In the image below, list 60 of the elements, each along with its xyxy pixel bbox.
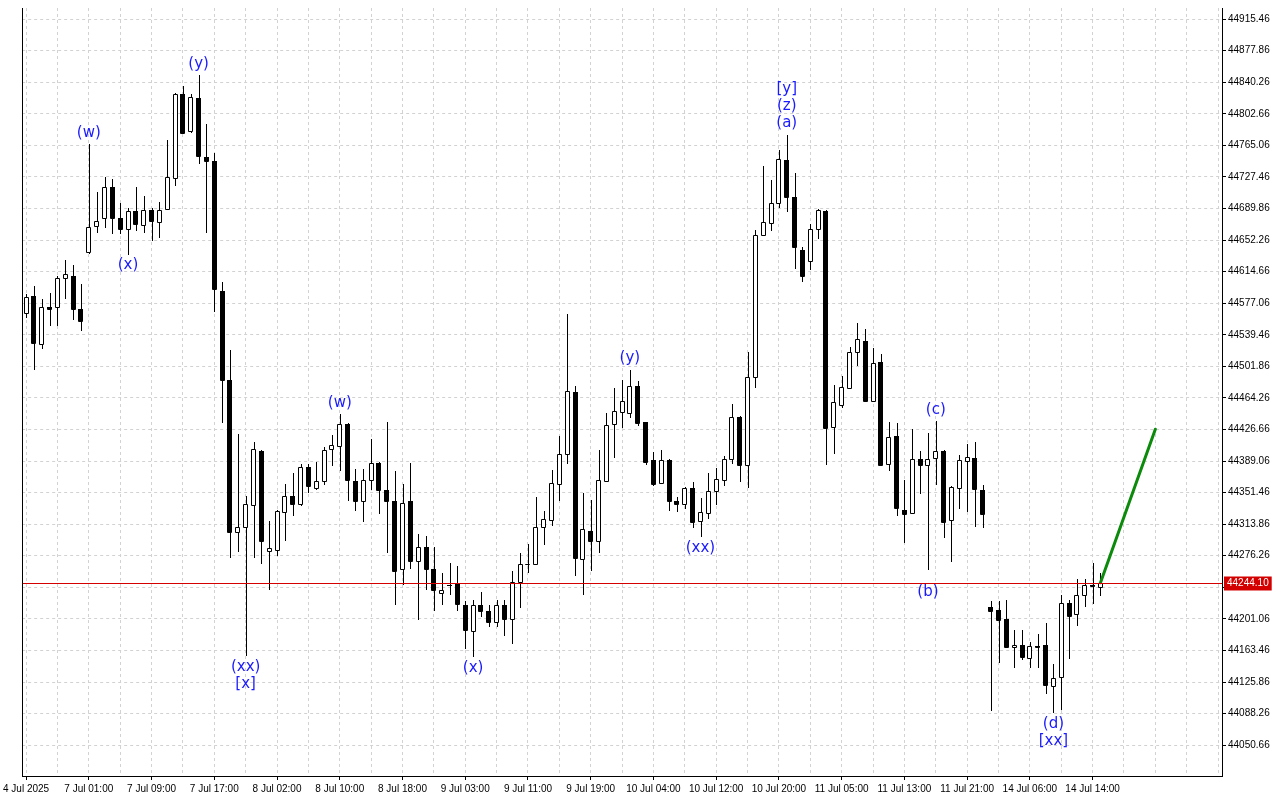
y-tick-label: 44201.06 xyxy=(1228,612,1271,624)
x-tick-label: 7 Jul 01:00 xyxy=(64,782,114,794)
y-tick-label: 44539.46 xyxy=(1228,328,1271,340)
y-tick-label: 44614.66 xyxy=(1228,265,1271,277)
x-tick-label: 10 Jul 20:00 xyxy=(751,782,807,794)
annotation: [xx] xyxy=(1038,730,1069,749)
annotation: [x] xyxy=(235,673,256,692)
y-tick-label: 44426.66 xyxy=(1228,423,1271,435)
x-tick-label: 8 Jul 10:00 xyxy=(315,782,365,794)
y-tick-label: 44501.86 xyxy=(1228,360,1271,372)
ref-line-label: 44244.10 xyxy=(1227,577,1270,589)
x-tick-label: 8 Jul 18:00 xyxy=(378,782,428,794)
candlestick xyxy=(447,562,452,596)
x-tick-label: 9 Jul 03:00 xyxy=(440,782,491,794)
y-tick-label: 44840.26 xyxy=(1228,76,1271,87)
x-tick-label: 4 Jul 2025 xyxy=(3,782,50,794)
x-tick-label: 14 Jul 14:00 xyxy=(1065,782,1121,794)
x-tick-label: 9 Jul 19:00 xyxy=(566,782,616,794)
x-tick-label: 7 Jul 17:00 xyxy=(189,782,240,794)
x-tick-label: 9 Jul 11:00 xyxy=(503,782,553,794)
x-tick-label: 11 Jul 21:00 xyxy=(940,782,995,794)
y-tick-label: 44088.26 xyxy=(1228,707,1271,719)
x-tick-label: 14 Jul 06:00 xyxy=(1002,782,1058,794)
y-tick-label: 44351.46 xyxy=(1228,486,1271,498)
y-tick-label: 44313.86 xyxy=(1228,517,1271,529)
y-tick-label: 44050.66 xyxy=(1228,738,1271,750)
annotation: [y] xyxy=(776,79,798,98)
annotation: (y) xyxy=(619,348,641,367)
y-tick-label: 44765.06 xyxy=(1228,139,1271,151)
annotation: (xx) xyxy=(685,537,716,556)
annotation: (x) xyxy=(462,657,484,676)
annotation: (z) xyxy=(776,96,797,115)
y-tick-label: 44464.26 xyxy=(1228,391,1271,403)
y-tick-label: 44802.66 xyxy=(1228,107,1271,119)
annotation: (xx) xyxy=(230,656,261,675)
annotation: (w) xyxy=(76,122,101,141)
x-tick-label: 11 Jul 05:00 xyxy=(814,782,869,794)
y-tick-label: 44276.26 xyxy=(1228,549,1271,561)
annotation: (x) xyxy=(117,255,139,274)
x-tick-label: 7 Jul 09:00 xyxy=(127,782,177,794)
y-tick-label: 44877.86 xyxy=(1228,44,1271,56)
annotation: (c) xyxy=(925,399,946,418)
x-tick-label: 10 Jul 12:00 xyxy=(688,782,744,794)
y-tick-label: 44577.06 xyxy=(1228,296,1271,308)
x-tick-label: 8 Jul 02:00 xyxy=(252,782,302,794)
y-tick-label: 44727.46 xyxy=(1228,170,1271,182)
y-tick-label: 44163.46 xyxy=(1228,644,1271,656)
x-tick-label: 11 Jul 13:00 xyxy=(877,782,932,794)
y-tick-label: 44652.26 xyxy=(1228,233,1271,245)
annotation: (d) xyxy=(1042,713,1065,732)
y-tick-label: 44689.86 xyxy=(1228,202,1271,214)
annotation: (b) xyxy=(917,582,939,601)
x-tick-label: 10 Jul 04:00 xyxy=(626,782,682,794)
y-tick-label: 44915.46 xyxy=(1228,12,1271,24)
annotation: (w) xyxy=(327,392,352,411)
annotation: (y) xyxy=(188,53,209,72)
annotation: (a) xyxy=(776,113,798,132)
y-tick-label: 44389.06 xyxy=(1228,454,1271,466)
candlestick xyxy=(525,543,530,574)
y-tick-label: 44125.86 xyxy=(1228,675,1271,687)
